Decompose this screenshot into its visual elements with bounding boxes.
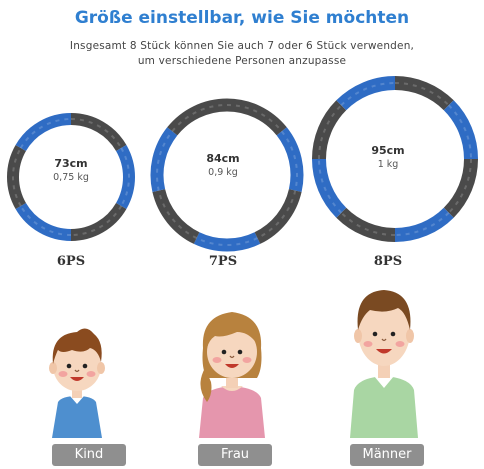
hoop-segment bbox=[15, 202, 72, 241]
hoop-ridge bbox=[256, 190, 297, 239]
hoop-ridge bbox=[394, 212, 450, 236]
label-kind: Kind bbox=[52, 444, 126, 466]
hoop-segment bbox=[70, 113, 127, 152]
hoop-segment bbox=[15, 113, 72, 152]
hoop-6ps-label: 73cm 0,75 kg bbox=[31, 157, 111, 183]
hoop-ridge bbox=[196, 237, 258, 246]
hoop-6ps-weight: 0,75 kg bbox=[53, 172, 89, 183]
hoop-ridge bbox=[448, 104, 472, 160]
hoop-segment bbox=[115, 145, 135, 209]
hoop-ridge bbox=[340, 212, 396, 236]
hoop-6ps-size: 73cm bbox=[54, 157, 88, 170]
hoop-7ps-weight: 0,9 kg bbox=[208, 167, 238, 178]
hoop-ridge bbox=[19, 118, 72, 149]
hoop-ridge bbox=[226, 104, 283, 132]
subtitle-line-1: Insgesamt 8 Stück können Sie auch 7 oder… bbox=[69, 40, 415, 52]
page-title: Größe einstellbar, wie Sie möchten bbox=[74, 8, 410, 28]
hoop-7ps-size: 84cm bbox=[206, 152, 240, 165]
hoop-ridge bbox=[120, 147, 130, 207]
subtitle-line-2: um verschiedene Personen anzupasse bbox=[137, 55, 347, 67]
hoop-segment bbox=[152, 188, 200, 244]
hoop-6ps-icon bbox=[7, 113, 135, 241]
hoop-ridge bbox=[318, 158, 342, 214]
pieces-label-6: 6PS bbox=[56, 254, 86, 269]
hoop-8ps-weight: 1 kg bbox=[377, 159, 399, 170]
hoop-segment bbox=[336, 76, 396, 111]
pieces-label-7: 7PS bbox=[208, 254, 238, 269]
hoop-ridge bbox=[340, 82, 396, 106]
hoop-segment bbox=[312, 158, 347, 218]
hoop-ridge bbox=[318, 104, 342, 160]
hoop-ridge bbox=[12, 147, 22, 207]
hoop-segment bbox=[254, 188, 302, 244]
hoop-ridge bbox=[70, 205, 123, 236]
label-maenner: Männer bbox=[350, 444, 424, 466]
hoop-8ps-label: 95cm 1 kg bbox=[348, 144, 428, 170]
hoop-segment bbox=[226, 98, 287, 136]
hoop-ridge bbox=[156, 130, 174, 191]
hoop-segment bbox=[443, 100, 478, 160]
hoop-ridge bbox=[394, 82, 450, 106]
hoop-ridge bbox=[448, 158, 472, 214]
hoop-segment bbox=[167, 98, 228, 136]
hoop-8ps-icon bbox=[312, 76, 478, 242]
child-icon bbox=[49, 328, 105, 438]
hoop-segment bbox=[312, 100, 347, 160]
hoop-ridge bbox=[280, 130, 298, 191]
hoop-7ps-label: 84cm 0,9 kg bbox=[183, 152, 263, 178]
hoop-ridge bbox=[70, 118, 123, 149]
hoop-segment bbox=[443, 158, 478, 218]
label-frau: Frau bbox=[198, 444, 272, 466]
hoop-ridge bbox=[171, 104, 228, 132]
hoop-segment bbox=[70, 202, 127, 241]
man-icon bbox=[350, 290, 418, 438]
hoop-segment bbox=[336, 207, 396, 242]
hoop-segment bbox=[394, 76, 454, 111]
hoop-ridge bbox=[157, 190, 198, 239]
hoop-segment bbox=[150, 127, 178, 193]
hoop-segment bbox=[7, 145, 27, 209]
hoop-segment bbox=[193, 232, 261, 252]
woman-icon bbox=[199, 312, 265, 438]
hoop-segment bbox=[276, 127, 304, 193]
hoop-ridge bbox=[19, 205, 72, 236]
pieces-label-8: 8PS bbox=[373, 254, 403, 269]
hoop-segment bbox=[394, 207, 454, 242]
hoop-7ps-icon bbox=[150, 98, 304, 252]
hoop-8ps-size: 95cm bbox=[371, 144, 405, 157]
